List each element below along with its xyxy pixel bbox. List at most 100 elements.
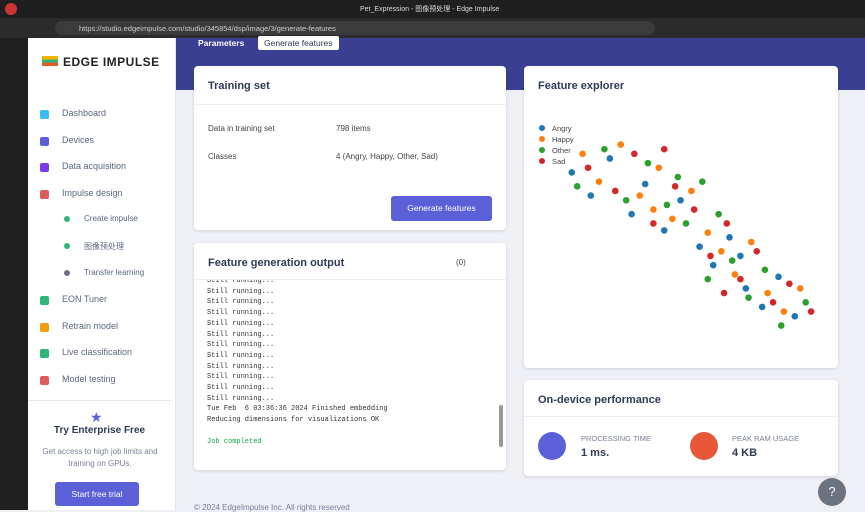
log-line: Still running... bbox=[207, 319, 275, 328]
nav-item[interactable]: Live classification bbox=[62, 347, 133, 358]
nav-icon bbox=[40, 189, 49, 199]
point bbox=[677, 196, 684, 204]
legend-label: Angry bbox=[552, 124, 572, 133]
log-line bbox=[207, 426, 388, 437]
legend-marker bbox=[539, 158, 545, 164]
sidebar: EDGE IMPULSE Dashboard Devices Data acquis… bbox=[28, 38, 176, 510]
nav-icon bbox=[64, 216, 70, 223]
point bbox=[663, 201, 671, 209]
point bbox=[709, 261, 717, 269]
point bbox=[737, 252, 744, 260]
point bbox=[726, 234, 733, 241]
tab-active[interactable]: Generate features bbox=[258, 36, 339, 50]
profile[interactable] bbox=[5, 3, 17, 15]
point bbox=[628, 210, 635, 218]
log-line: Still running... bbox=[207, 309, 275, 318]
scrollbar[interactable] bbox=[499, 405, 503, 447]
nav-item[interactable]: EON Tuner bbox=[62, 294, 108, 305]
point bbox=[641, 180, 649, 188]
row-label: Classes bbox=[208, 152, 237, 161]
address-bar: https://studio.edgeimpulse.com/studio/34… bbox=[0, 18, 865, 38]
point bbox=[723, 220, 731, 227]
nav-item[interactable]: Data acquisition bbox=[62, 161, 127, 172]
nav-item[interactable]: Dashboard bbox=[62, 108, 107, 118]
point bbox=[720, 289, 728, 297]
point bbox=[587, 192, 595, 199]
point bbox=[568, 169, 576, 176]
card-title: On-device performance bbox=[538, 394, 661, 406]
nav-item[interactable]: Model testing bbox=[62, 374, 116, 384]
point bbox=[644, 159, 652, 167]
explorer-card: Feature explorer Angry Happy Other Sad bbox=[524, 66, 838, 368]
point bbox=[737, 275, 744, 283]
log-line: Still running... bbox=[207, 280, 275, 285]
nav-icon bbox=[40, 349, 49, 359]
point bbox=[715, 210, 722, 218]
point bbox=[761, 266, 769, 274]
point bbox=[606, 155, 614, 162]
clock-icon bbox=[538, 432, 566, 460]
row-label: Data in training set bbox=[208, 124, 275, 133]
divider bbox=[194, 279, 506, 280]
nav-item[interactable]: Create impulse bbox=[84, 214, 138, 224]
performance-card: On-device performance PROCESSING TIME 1 … bbox=[524, 380, 838, 476]
point bbox=[595, 178, 603, 185]
point bbox=[775, 273, 782, 281]
trial-button[interactable]: Start free trial bbox=[55, 482, 139, 506]
point bbox=[786, 280, 793, 288]
row-value: 798 items bbox=[336, 124, 371, 133]
point bbox=[802, 299, 809, 306]
tab[interactable]: Parameters bbox=[198, 38, 245, 48]
point bbox=[611, 187, 619, 195]
nav-item[interactable]: Devices bbox=[62, 134, 95, 145]
card-title: Feature explorer bbox=[538, 80, 625, 92]
point bbox=[622, 196, 630, 204]
enterprise-title: Try Enterprise Free bbox=[53, 425, 146, 436]
point bbox=[682, 220, 690, 227]
output-card: Feature generation output (0) Still runn… bbox=[194, 243, 506, 470]
nav-item[interactable]: Impulse design bbox=[62, 187, 123, 198]
point bbox=[584, 164, 592, 172]
footer: © 2024 EdgeImpulse Inc. All rights reser… bbox=[194, 503, 350, 512]
point bbox=[704, 229, 712, 237]
nav-item[interactable]: 图像预处理 bbox=[84, 242, 124, 251]
notification-badge[interactable]: (0) bbox=[456, 258, 466, 267]
nav-item[interactable]: Transfer learning bbox=[84, 267, 145, 277]
star-icon: ★ bbox=[90, 409, 103, 425]
url-field[interactable]: https://studio.edgeimpulse.com/studio/34… bbox=[55, 21, 655, 35]
help-button[interactable]: ? bbox=[818, 478, 846, 506]
point bbox=[758, 303, 766, 311]
metric-label: PEAK RAM USAGE bbox=[732, 434, 800, 443]
log-line: Still running... bbox=[207, 373, 275, 382]
log-view: Still running... Still running... Still ru… bbox=[194, 280, 506, 460]
card-title: Feature generation output bbox=[208, 257, 345, 269]
point bbox=[777, 322, 785, 329]
point bbox=[704, 275, 712, 283]
metric-label: PROCESSING TIME bbox=[581, 434, 651, 443]
point bbox=[769, 299, 777, 306]
log-line: Reducing dimensions for visualizations O… bbox=[207, 416, 380, 425]
tab-title[interactable]: Pet_Expression - 图像预处理 - Edge Impulse bbox=[360, 6, 500, 13]
row-value: 4 (Angry, Happy, Other, Sad) bbox=[336, 152, 438, 161]
nav-icon bbox=[64, 269, 70, 276]
logo: EDGE IMPULSE bbox=[63, 55, 160, 69]
legend-marker bbox=[539, 147, 545, 153]
log-status: Job completed bbox=[207, 437, 262, 446]
scatter-plot: Angry Happy Other Sad bbox=[539, 124, 815, 329]
generate-button[interactable]: Generate features bbox=[391, 196, 492, 221]
point bbox=[696, 243, 703, 250]
point bbox=[731, 271, 739, 278]
point bbox=[671, 183, 679, 190]
nav-icon bbox=[40, 322, 49, 332]
metric-value: 4 KB bbox=[732, 447, 758, 459]
point bbox=[718, 247, 725, 255]
nav-item[interactable]: Retrain model bbox=[62, 320, 119, 331]
point bbox=[650, 206, 657, 213]
log-line: Still running... bbox=[207, 330, 275, 339]
point bbox=[660, 227, 668, 234]
legend-label: Sad bbox=[552, 157, 565, 166]
point bbox=[655, 164, 663, 172]
point bbox=[636, 192, 644, 199]
point bbox=[753, 247, 761, 255]
